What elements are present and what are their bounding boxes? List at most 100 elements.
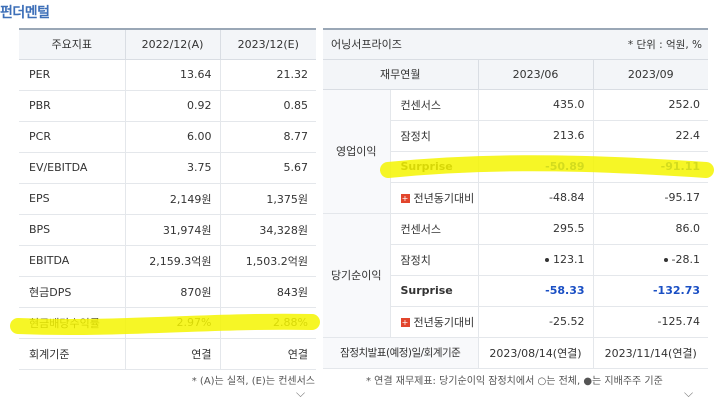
table-row: BPS 31,974원 34,328원 [19, 214, 316, 246]
value-2023-06-cell: 123.1 [477, 244, 593, 276]
value-2023-09: -125.74 [592, 306, 708, 338]
value-2023-09: 86.0 [592, 213, 708, 245]
value-estimate: 34,328원 [219, 214, 316, 246]
value-2023-09: -28.1 [671, 253, 700, 266]
row-label: EV/EBITDA [19, 152, 125, 184]
value-2023-06: 123.1 [553, 253, 585, 266]
value-2023-09: -132.73 [592, 275, 708, 307]
left-footnote: * (A)는 실적, (E)는 컨센서스 [191, 376, 315, 387]
value-2023-06: -50.89 [477, 151, 593, 183]
value-2023-09: 252.0 [592, 89, 708, 121]
value-2023-06: -58.33 [477, 275, 593, 307]
table-row: PBR 0.92 0.85 [19, 90, 316, 122]
chevron-down-icon[interactable]: ⌵ [296, 386, 306, 400]
group-label-operating-profit: 영업이익 [323, 89, 390, 214]
value-actual: 2,159.3억원 [124, 245, 220, 277]
value-2023-09: -95.17 [592, 182, 708, 214]
plus-box-icon[interactable]: + [400, 194, 410, 203]
row-label: EBITDA [19, 245, 125, 277]
row-label: PER [19, 59, 125, 91]
value-actual: 13.64 [124, 59, 220, 91]
value-actual: 0.92 [124, 90, 220, 122]
value-actual: 31,974원 [124, 214, 220, 246]
table-row: EBITDA 2,159.3억원 1,503.2억원 [19, 245, 316, 277]
value-actual: 870원 [124, 276, 220, 308]
table-row: + 전년동기대비 -48.84 -95.17 [323, 182, 708, 214]
value-estimate: 1,503.2억원 [219, 245, 316, 277]
value-2023-06: 213.6 [477, 120, 593, 152]
group-label-net-income: 당기순이익 [323, 213, 390, 338]
value-actual: 2.97% [124, 307, 220, 339]
unit-label: * 단위 : 억원, % [478, 29, 708, 60]
table-row: PCR 6.00 8.77 [19, 121, 316, 153]
table-row: Surprise -58.33 -132.73 [323, 275, 708, 307]
value-2023-06: 435.0 [477, 89, 593, 121]
value-estimate: 1,375원 [219, 183, 316, 215]
table-row: 현금배당수익률 2.97% 2.88% [19, 307, 316, 339]
value-2023-09: -91.11 [592, 151, 708, 183]
value-estimate: 21.32 [219, 59, 316, 91]
row-label: 회계기준 [19, 338, 125, 370]
col-header-indicator: 주요지표 [19, 29, 125, 60]
col-header-2023-06: 2023/06 [477, 59, 593, 90]
value-actual: 연결 [124, 338, 220, 370]
table-row: 잠정치 123.1 -28.1 [323, 244, 708, 276]
table-row: 회계기준 연결 연결 [19, 338, 316, 370]
value-estimate: 8.77 [219, 121, 316, 153]
row-label-yoy[interactable]: + 전년동기대비 [389, 306, 478, 338]
footer-row-label: 잠정치발표(예정)일/회계기준 [323, 337, 478, 369]
col-header-2023-09: 2023/09 [592, 59, 708, 90]
table-row: + 전년동기대비 -25.52 -125.74 [323, 306, 708, 338]
row-label: 컨센서스 [389, 213, 478, 245]
row-label-yoy[interactable]: + 전년동기대비 [389, 182, 478, 214]
table-row: 잠정치발표(예정)일/회계기준 2023/08/14(연결) 2023/11/1… [323, 337, 708, 369]
plus-box-icon[interactable]: + [400, 318, 410, 327]
filled-dot-icon [545, 258, 549, 262]
table-row: EV/EBITDA 3.75 5.67 [19, 152, 316, 184]
col-header-period: 재무연월 [323, 59, 478, 90]
row-label: PCR [19, 121, 125, 153]
section-title: 펀더멘털 [0, 5, 50, 21]
chevron-down-icon[interactable]: ⌵ [684, 386, 694, 400]
value-estimate: 연결 [219, 338, 316, 370]
company-name: 어닝서프라이즈 [323, 29, 478, 60]
value-estimate: 0.85 [219, 90, 316, 122]
row-label: 전년동기대비 [413, 315, 475, 329]
row-label: 잠정치 [389, 120, 478, 152]
value-2023-09: 22.4 [592, 120, 708, 152]
value-actual: 3.75 [124, 152, 220, 184]
value-2023-06: -25.52 [477, 306, 593, 338]
value-2023-06: -48.84 [477, 182, 593, 214]
earnings-surprise-table: 어닝서프라이즈 * 단위 : 억원, % 재무연월 2023/06 2023/0… [323, 28, 708, 369]
row-label: 현금DPS [19, 276, 125, 308]
table-row: 잠정치 213.6 22.4 [323, 120, 708, 152]
fundamentals-table: 주요지표 2022/12(A) 2023/12(E) PER 13.64 21.32… [19, 28, 316, 370]
row-label: 컨센서스 [389, 89, 478, 121]
filled-dot-icon [663, 258, 668, 262]
value-estimate: 2.88% [219, 307, 316, 339]
row-label: BPS [19, 214, 125, 246]
row-label: EPS [19, 183, 125, 215]
value-2023-09-cell: -28.1 [592, 244, 708, 276]
announce-date-1: 2023/08/14(연결) [477, 337, 593, 369]
col-header-estimate: 2023/12(E) [219, 29, 316, 60]
value-actual: 2,149원 [124, 183, 220, 215]
row-label-surprise: Surprise [389, 151, 478, 183]
col-header-actual: 2022/12(A) [124, 29, 220, 60]
table-row: EPS 2,149원 1,375원 [19, 183, 316, 215]
value-2023-06: 295.5 [477, 213, 593, 245]
value-estimate: 843원 [219, 276, 316, 308]
row-label: 전년동기대비 [413, 191, 475, 205]
row-label: 현금배당수익률 [19, 307, 125, 339]
row-label-surprise: Surprise [389, 275, 478, 307]
value-actual: 6.00 [124, 121, 220, 153]
table-row: 현금DPS 870원 843원 [19, 276, 316, 308]
table-row: 당기순이익 컨센서스 295.5 86.0 [323, 213, 708, 338]
announce-date-2: 2023/11/14(연결) [592, 337, 708, 369]
table-row: PER 13.64 21.32 [19, 59, 316, 91]
right-footnote: * 연결 재무제표: 당기순이익 잠정치에서 ○는 전체, ●는 지배주주 기준 [366, 376, 663, 387]
value-estimate: 5.67 [219, 152, 316, 184]
row-label: 잠정치 [389, 244, 478, 276]
row-label: PBR [19, 90, 125, 122]
table-row: 영업이익 컨센서스 435.0 252.0 [323, 89, 708, 214]
